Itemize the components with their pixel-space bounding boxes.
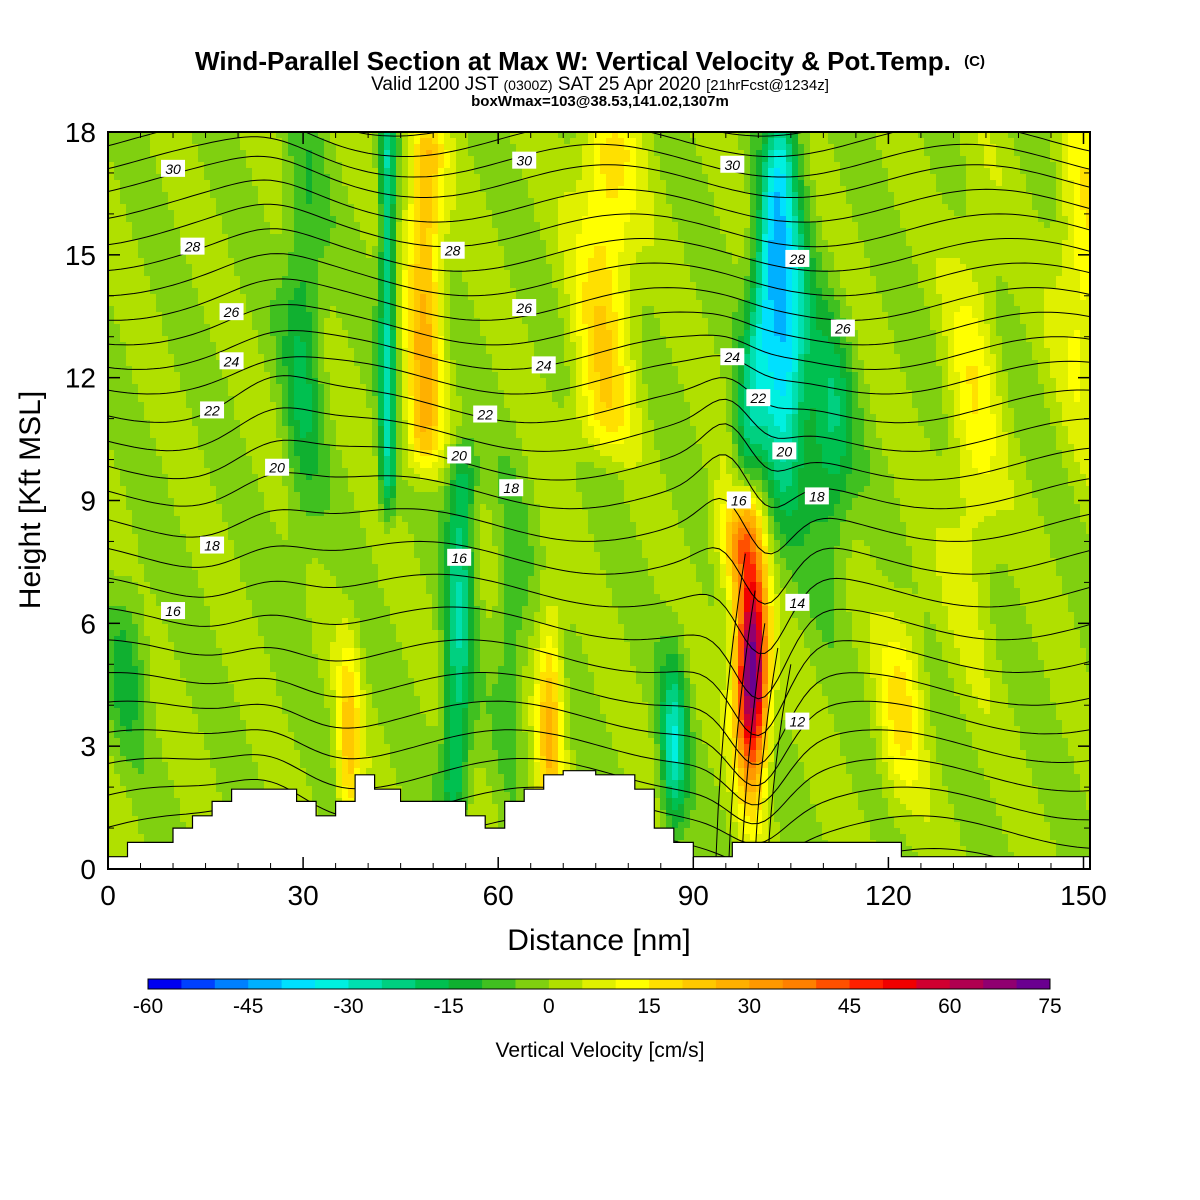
x-tick-label: 30 — [288, 880, 319, 911]
y-axis-title: Height [Kft MSL] — [14, 391, 47, 609]
cross-section-figure: Wind-Parallel Section at Max W: Vertical… — [0, 0, 1200, 1200]
theta-label-18: 18 — [805, 487, 829, 504]
y-tick-label: 9 — [80, 486, 96, 517]
plot-area: 30 30 30 28 28 28 26 26 26 24 24 24 22 22 22 20 20 20 18 18… — [108, 98, 1093, 891]
valid-zulu: (0300Z) — [504, 77, 553, 93]
colorbar: -60 -45 -30 -15 0 15 30 45 60 75 — [133, 979, 1062, 1018]
theta-label-16: 16 — [161, 602, 185, 619]
colorbar-swatch — [816, 979, 850, 989]
y-tick-label: 15 — [65, 240, 96, 271]
colorbar-swatch — [382, 979, 416, 989]
colorbar-swatch — [181, 979, 215, 989]
colorbar-tick-label: -60 — [133, 995, 163, 1018]
theta-label-26: 26 — [831, 320, 855, 337]
colorbar-tick-label: 0 — [543, 995, 555, 1018]
theta-label-22: 22 — [200, 401, 224, 418]
colorbar-swatch — [148, 979, 182, 989]
colorbar-swatch — [415, 979, 449, 989]
theta-label-18: 18 — [499, 479, 523, 496]
colorbar-swatch — [482, 979, 516, 989]
theta-label-20: 20 — [265, 459, 289, 476]
x-tick-label: 120 — [865, 880, 912, 911]
colorbar-title: Vertical Velocity [cm/s] — [496, 1039, 705, 1062]
forecast-info: [21hrFcst@1234z] — [706, 77, 829, 94]
chart-title: Wind-Parallel Section at Max W: Vertical… — [195, 46, 985, 76]
colorbar-swatch — [950, 979, 984, 989]
colorbar-swatch — [515, 979, 549, 989]
y-tick-label: 18 — [65, 117, 96, 148]
x-tick-label: 90 — [678, 880, 709, 911]
colorbar-swatch — [1017, 979, 1051, 989]
theta-label-28: 28 — [181, 238, 205, 255]
x-tick-label: 0 — [100, 880, 116, 911]
theta-label-24: 24 — [532, 356, 556, 373]
theta-label-26: 26 — [220, 303, 244, 320]
x-tick-label: 150 — [1060, 880, 1107, 911]
colorbar-swatch — [248, 979, 282, 989]
x-tick-label: 60 — [483, 880, 514, 911]
theta-label-12: 12 — [785, 713, 809, 730]
copyright-mark: (C) — [964, 53, 985, 70]
theta-label-26: 26 — [512, 299, 536, 316]
colorbar-swatch — [850, 979, 884, 989]
theta-label-18: 18 — [200, 537, 224, 554]
colorbar-swatch — [616, 979, 650, 989]
theta-label-22: 22 — [473, 406, 497, 423]
colorbar-swatch — [449, 979, 483, 989]
chart-title-main: Wind-Parallel Section at Max W: Vertical… — [195, 46, 951, 76]
colorbar-swatch — [582, 979, 616, 989]
colorbar-swatch — [916, 979, 950, 989]
colorbar-swatch — [983, 979, 1017, 989]
theta-label-30: 30 — [720, 156, 744, 173]
y-tick-label: 3 — [80, 731, 96, 762]
y-tick-label: 6 — [80, 608, 96, 639]
theta-label-22: 22 — [746, 389, 770, 406]
colorbar-swatch — [282, 979, 316, 989]
colorbar-tick-label: -45 — [233, 995, 263, 1018]
colorbar-tick-label: 15 — [637, 995, 660, 1018]
colorbar-swatch — [716, 979, 750, 989]
colorbar-tick-label: -30 — [333, 995, 363, 1018]
x-axis-title: Distance [nm] — [507, 924, 690, 957]
theta-label-14: 14 — [785, 594, 809, 611]
colorbar-tick-label: 45 — [838, 995, 861, 1018]
theta-label-30: 30 — [512, 152, 536, 169]
theta-label-16: 16 — [447, 549, 471, 566]
theta-label-28: 28 — [441, 242, 465, 259]
colorbar-tick-label: 75 — [1038, 995, 1061, 1018]
colorbar-tick-label: 30 — [738, 995, 761, 1018]
box-wmax-info: boxWmax=103@38.53,141.02,1307m — [471, 93, 729, 110]
valid-time-line: Valid 1200 JST (0300Z) SAT 25 Apr 2020 [… — [371, 74, 829, 95]
theta-label-28: 28 — [785, 250, 809, 267]
y-tick-label: 0 — [80, 854, 96, 885]
colorbar-tick-label: -15 — [433, 995, 463, 1018]
theta-label-20: 20 — [447, 446, 471, 463]
colorbar-swatch — [783, 979, 817, 989]
colorbar-swatch — [549, 979, 583, 989]
colorbar-swatch — [683, 979, 717, 989]
valid-prefix: Valid 1200 JST — [371, 74, 499, 95]
theta-label-16: 16 — [727, 492, 751, 509]
colorbar-swatch — [883, 979, 917, 989]
colorbar-swatch — [749, 979, 783, 989]
colorbar-swatch — [348, 979, 382, 989]
colorbar-tick-label: 60 — [938, 995, 961, 1018]
colorbar-swatch — [215, 979, 249, 989]
theta-label-30: 30 — [161, 160, 185, 177]
theta-label-24: 24 — [220, 352, 244, 369]
theta-label-24: 24 — [720, 348, 744, 365]
theta-label-20: 20 — [772, 442, 796, 459]
y-tick-label: 12 — [65, 363, 96, 394]
valid-date: SAT 25 Apr 2020 — [558, 74, 701, 95]
colorbar-swatch — [649, 979, 683, 989]
colorbar-swatch — [315, 979, 349, 989]
